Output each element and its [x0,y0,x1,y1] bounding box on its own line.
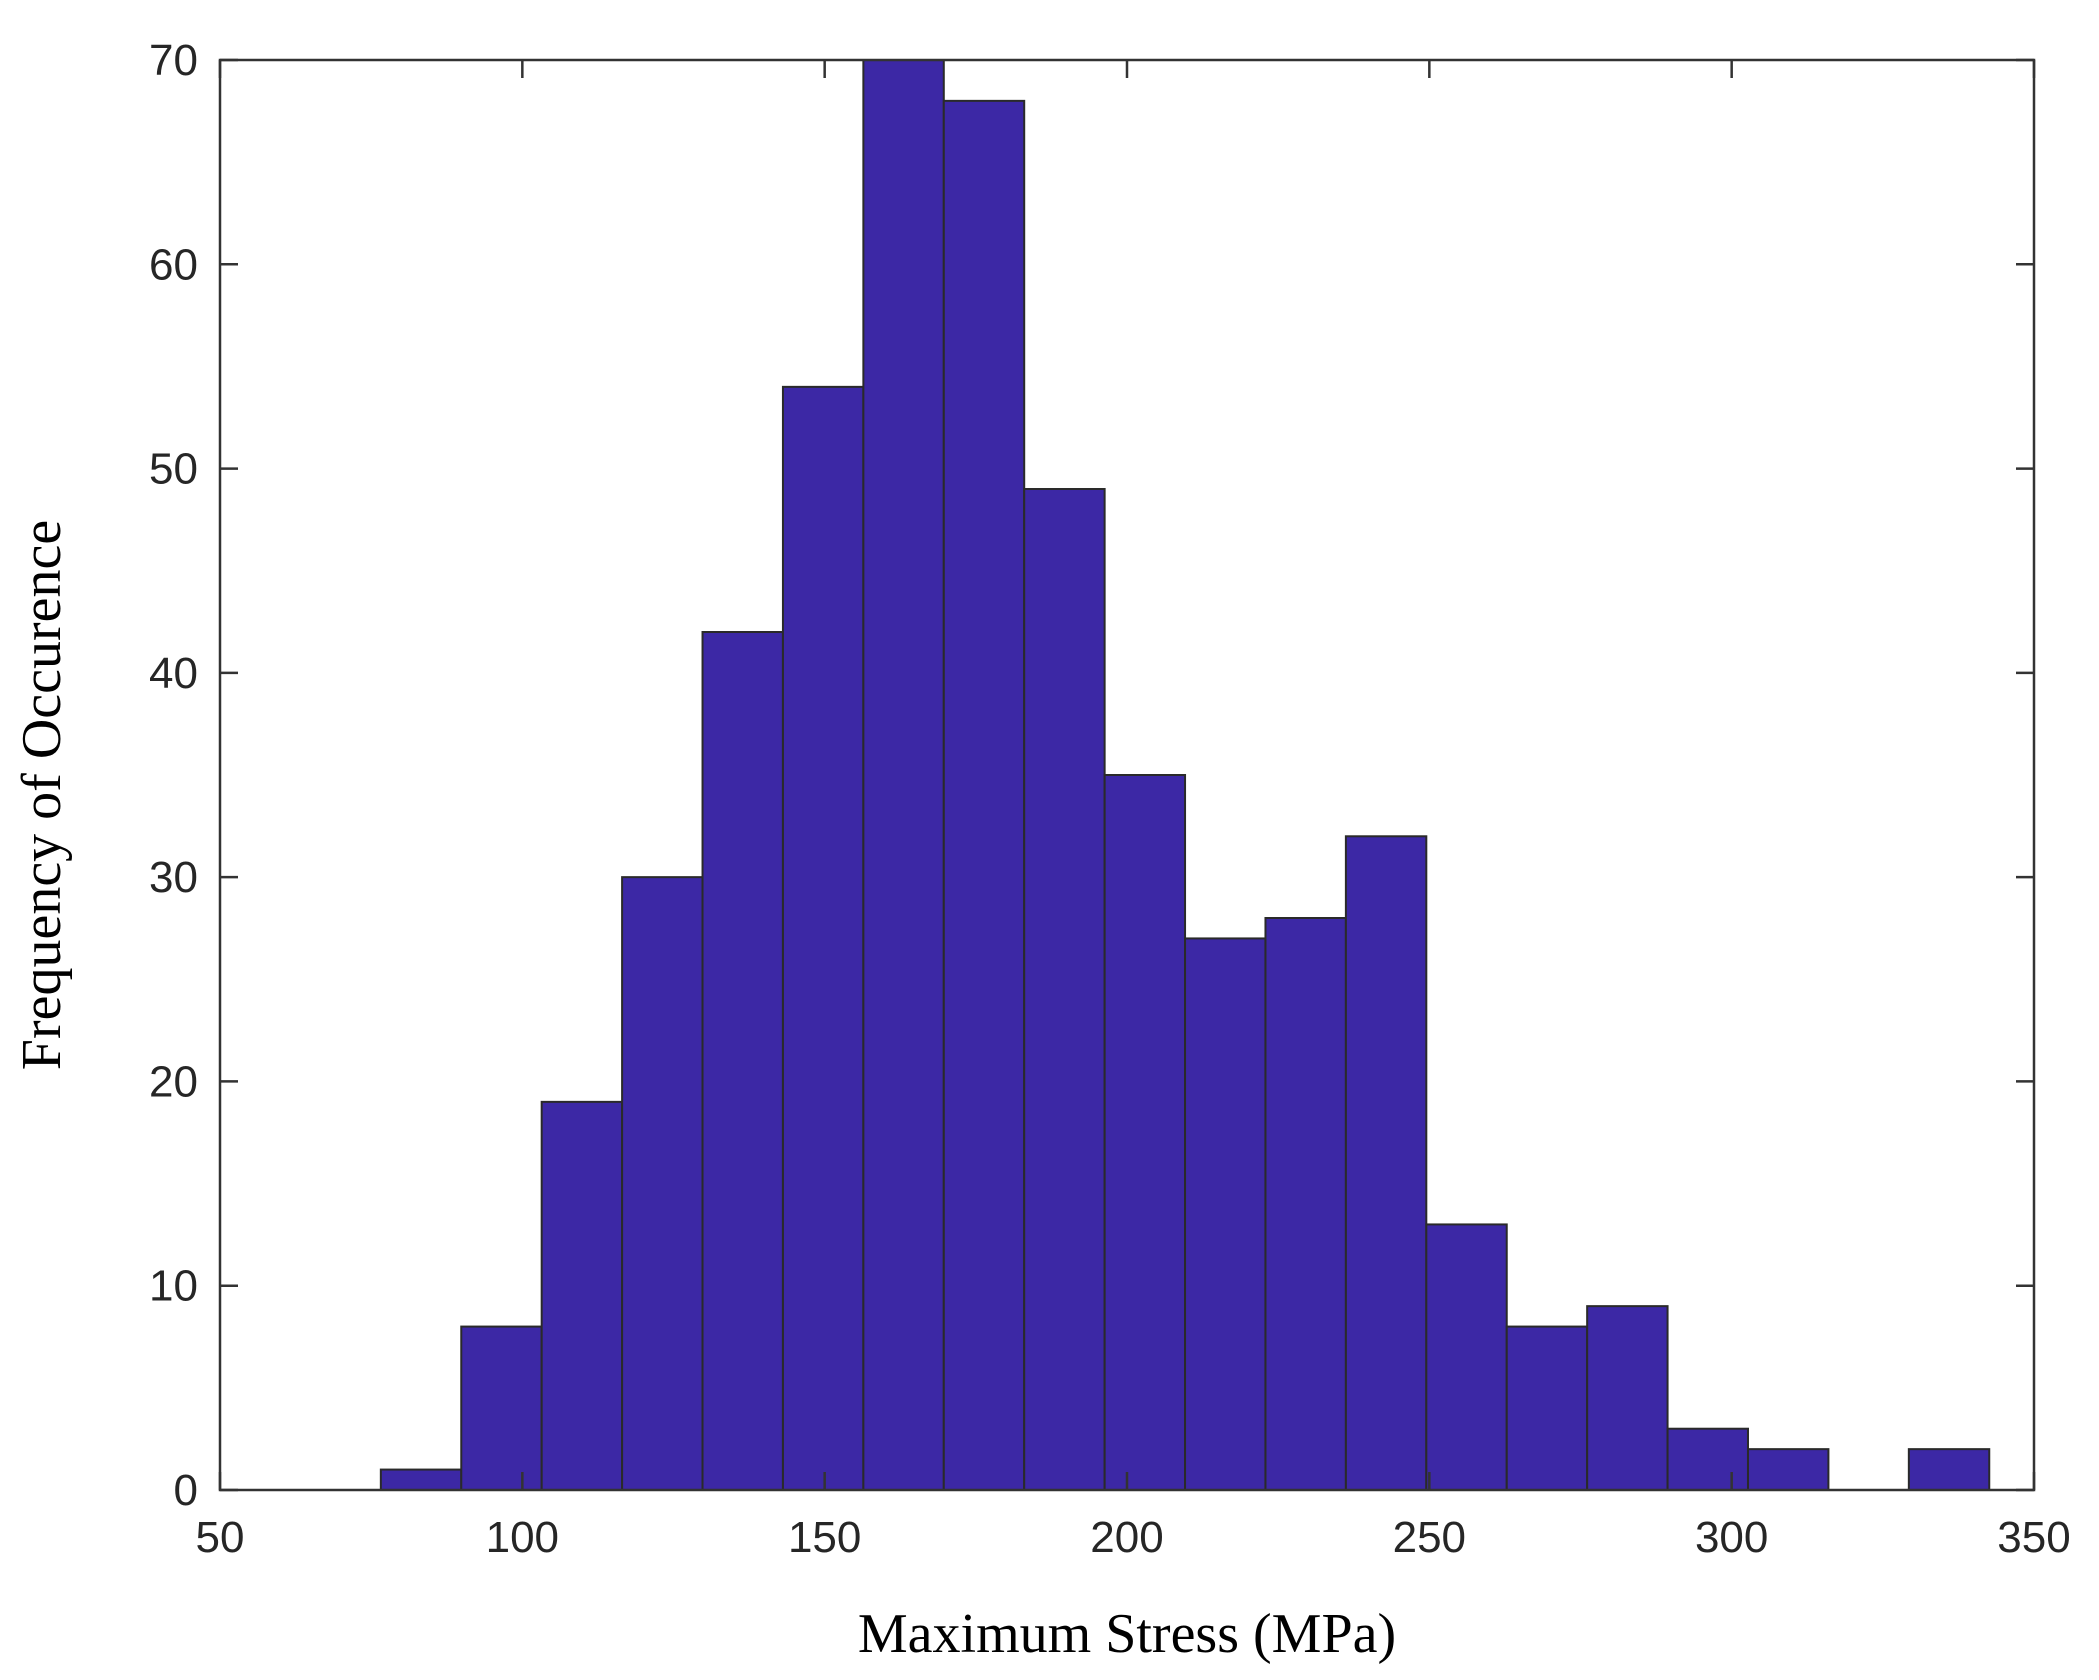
histogram-bar [1023,488,1106,1491]
y-tick-label: 20 [149,1057,198,1106]
histogram-bar [1264,917,1347,1491]
histogram-bar [1184,937,1267,1491]
x-tick-label: 100 [486,1513,559,1562]
x-tick-label: 300 [1695,1513,1768,1562]
histogram-bar [460,1325,543,1491]
x-tick-label: 50 [196,1513,245,1562]
y-tick-label: 0 [174,1466,198,1515]
histogram-bar [1425,1223,1508,1492]
histogram-bar [1666,1427,1749,1491]
ticks-group [218,58,2036,1492]
histogram-bar [1505,1325,1589,1491]
histogram-bar [862,59,945,1491]
y-tick-label: 50 [149,445,198,494]
histogram-bar [1344,835,1428,1491]
histogram-bar [540,1100,624,1492]
y-tick-label: 10 [149,1262,198,1311]
histogram-bar [379,1468,463,1491]
histogram-bar [1746,1448,1830,1491]
histogram-bar [781,385,865,1491]
histogram-bar [701,631,784,1491]
x-tick-label: 350 [1997,1513,2070,1562]
y-axis-title: Frequency of Occurence [11,520,73,1070]
y-tick-label: 60 [149,240,198,289]
y-tick-label: 40 [149,649,198,698]
x-axis-title: Maximum Stress (MPa) [858,1603,1396,1665]
histogram-bar [621,876,704,1491]
x-tick-label: 150 [788,1513,861,1562]
bars-group [379,59,1991,1492]
y-tick-label: 70 [149,36,198,85]
y-tick-label: 30 [149,853,198,902]
x-tick-label: 200 [1090,1513,1163,1562]
tick-labels-group: 50 100 150 200 250 300 350 0 10 20 30 40 50 60 70 [149,36,2071,1562]
histogram-bar [1103,774,1187,1491]
histogram-bar [1907,1448,1991,1491]
histogram-bar [942,99,1026,1491]
x-tick-label: 250 [1393,1513,1466,1562]
histogram-bar [1586,1305,1669,1491]
